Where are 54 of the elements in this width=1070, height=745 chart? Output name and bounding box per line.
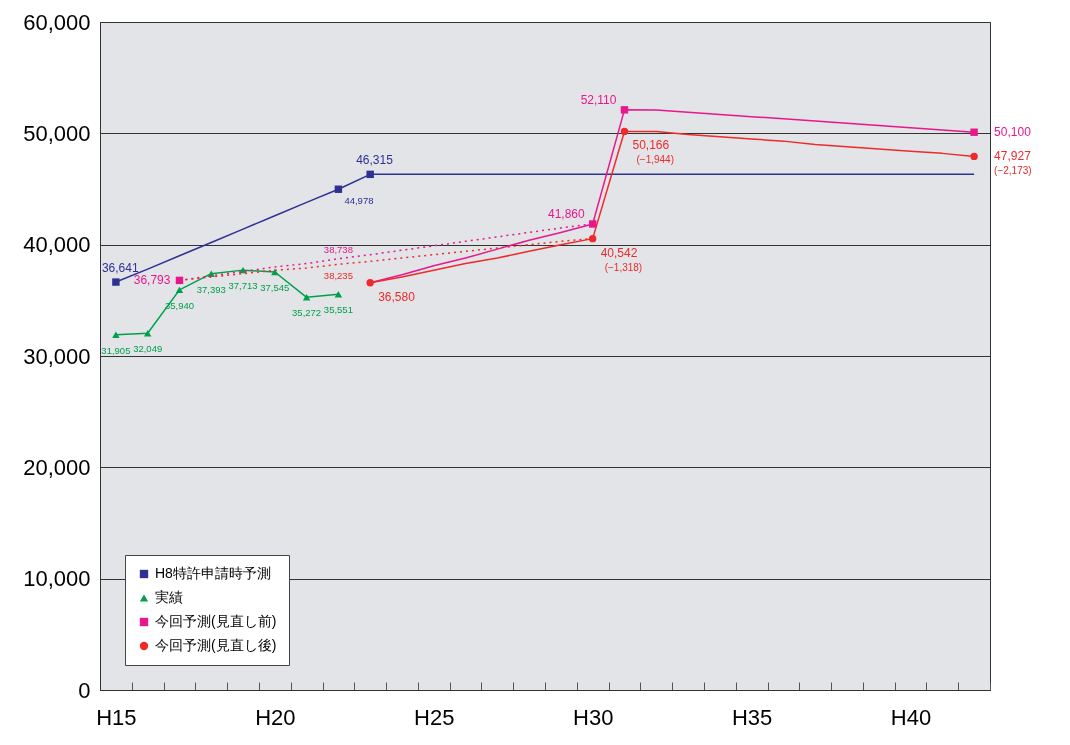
- data-label: 37,545: [260, 282, 290, 293]
- data-label: 35,272: [292, 307, 322, 319]
- legend-label: H8特許申請時予測: [155, 565, 271, 581]
- point: [366, 279, 374, 287]
- annotation: (−1,944): [636, 154, 674, 166]
- point: [334, 290, 343, 298]
- point: [620, 127, 629, 136]
- data-label: 37,393: [196, 283, 226, 295]
- point: [970, 128, 978, 136]
- data-label: 44,978: [344, 195, 374, 207]
- data-label: 46,315: [356, 153, 394, 168]
- point: [112, 331, 120, 338]
- data-label: 37,713: [228, 280, 258, 292]
- y-tick-label: 40,000: [23, 232, 91, 258]
- y-tick-label: 10,000: [23, 566, 91, 592]
- point: [366, 170, 374, 179]
- annotation: (−1,318): [604, 261, 643, 273]
- legend-label: 実績: [155, 589, 183, 605]
- data-label: 38,738: [323, 243, 353, 255]
- data-label: 50,166: [632, 138, 670, 153]
- point: [302, 294, 311, 301]
- data-label: 36,793: [133, 273, 171, 288]
- point: [620, 106, 629, 114]
- data-label: 50,100: [994, 125, 1032, 140]
- text: (−2,173): [994, 165, 1032, 177]
- data-label: 41,860: [547, 206, 585, 221]
- point: [588, 234, 597, 243]
- data-label: 47,927: [994, 149, 1032, 164]
- data-label: 31,905: [101, 344, 131, 356]
- x-tick-label: H15: [96, 704, 137, 730]
- point: [143, 329, 152, 337]
- y-tick-label: 60,000: [23, 9, 91, 35]
- data-label: 38,235: [323, 270, 353, 282]
- data-label: 36,580: [378, 289, 416, 304]
- y-tick-label: 0: [78, 677, 91, 703]
- legend-label: 今回予測(見直し前): [155, 613, 277, 629]
- x-tick-label: H30: [573, 704, 614, 730]
- point: [112, 278, 120, 286]
- point: [970, 152, 978, 161]
- point: [175, 286, 184, 294]
- data-label: 32,049: [133, 343, 163, 355]
- y-tick-label: 30,000: [23, 343, 91, 369]
- point: [588, 220, 597, 228]
- y-tick-label: 20,000: [23, 454, 91, 480]
- x-tick-label: H35: [731, 704, 773, 730]
- x-tick-label: H25: [414, 704, 455, 730]
- legend-label: 今回予測(見直し後): [155, 637, 277, 653]
- x-tick-label: H20: [255, 704, 296, 730]
- x-tick-label: H40: [890, 704, 932, 730]
- data-label: 35,551: [323, 304, 353, 316]
- data-label: 40,542: [600, 245, 638, 260]
- data-label: 52,110: [580, 92, 617, 107]
- y-tick-label: 50,000: [23, 120, 91, 146]
- data-label: 36,641: [101, 261, 139, 276]
